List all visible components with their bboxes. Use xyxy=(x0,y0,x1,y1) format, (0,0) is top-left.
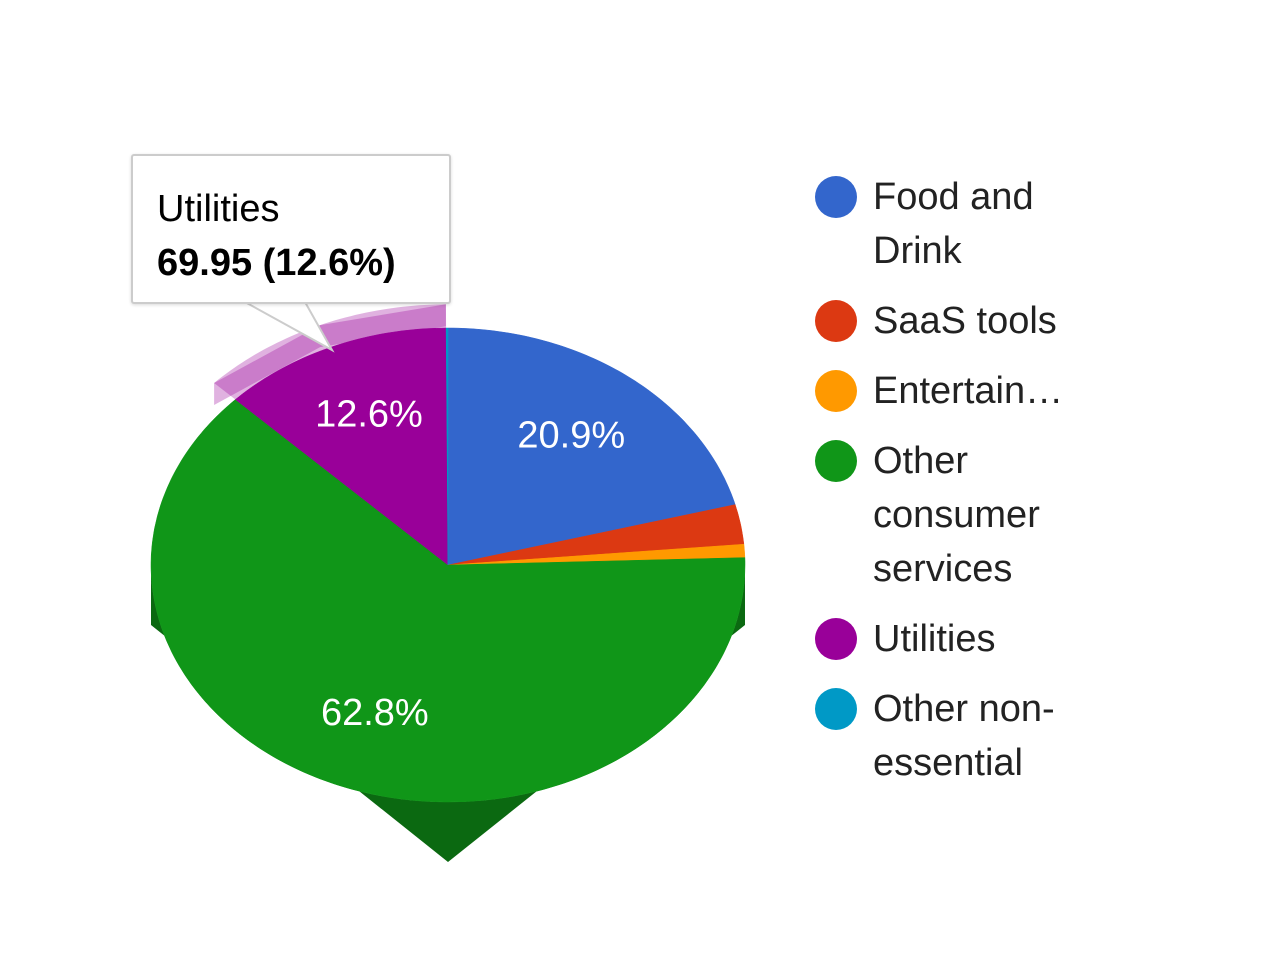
legend-swatch xyxy=(815,440,857,482)
tooltip-pointer xyxy=(244,301,335,353)
legend-label: Other non-essential xyxy=(873,688,1055,784)
legend-swatch xyxy=(815,176,857,218)
slice-label: 62.8% xyxy=(321,692,429,734)
slice-label: 12.6% xyxy=(315,394,423,436)
legend-swatch xyxy=(815,370,857,412)
slice xyxy=(234,327,449,566)
legend: Food and Drink SaaS tools Entertain… Other … xyxy=(815,170,1115,806)
legend-label: Utilities xyxy=(873,618,996,660)
legend-swatch xyxy=(815,688,857,730)
legend-entry[interactable]: Other consumer services xyxy=(815,434,1115,596)
slice xyxy=(445,327,449,566)
legend-label: Entertain… xyxy=(873,370,1064,412)
legend-entry[interactable]: Other non-essential xyxy=(815,682,1115,790)
slice xyxy=(447,327,736,566)
slice-highlight xyxy=(214,304,447,400)
legend-label: Food and Drink xyxy=(873,176,1034,272)
legend-entry[interactable]: Entertain… xyxy=(815,364,1115,418)
slice-side xyxy=(151,565,745,862)
slice xyxy=(447,504,745,566)
legend-label: Other consumer services xyxy=(873,440,1040,590)
legend-label: SaaS tools xyxy=(873,300,1057,342)
legend-entry[interactable]: Utilities xyxy=(815,612,1115,666)
tooltip-text: 69.95 (12.6%) xyxy=(157,242,396,284)
legend-swatch xyxy=(815,618,857,660)
slice xyxy=(150,399,746,803)
legend-entry[interactable]: Food and Drink xyxy=(815,170,1115,278)
tooltip-title: Utilities xyxy=(157,188,280,230)
slice-label: 20.9% xyxy=(517,414,625,456)
legend-swatch xyxy=(815,300,857,342)
slice-highlight-side xyxy=(214,304,446,405)
tooltip: Utilities 69.95 (12.6%) xyxy=(131,154,451,304)
legend-entry[interactable]: SaaS tools xyxy=(815,294,1115,348)
